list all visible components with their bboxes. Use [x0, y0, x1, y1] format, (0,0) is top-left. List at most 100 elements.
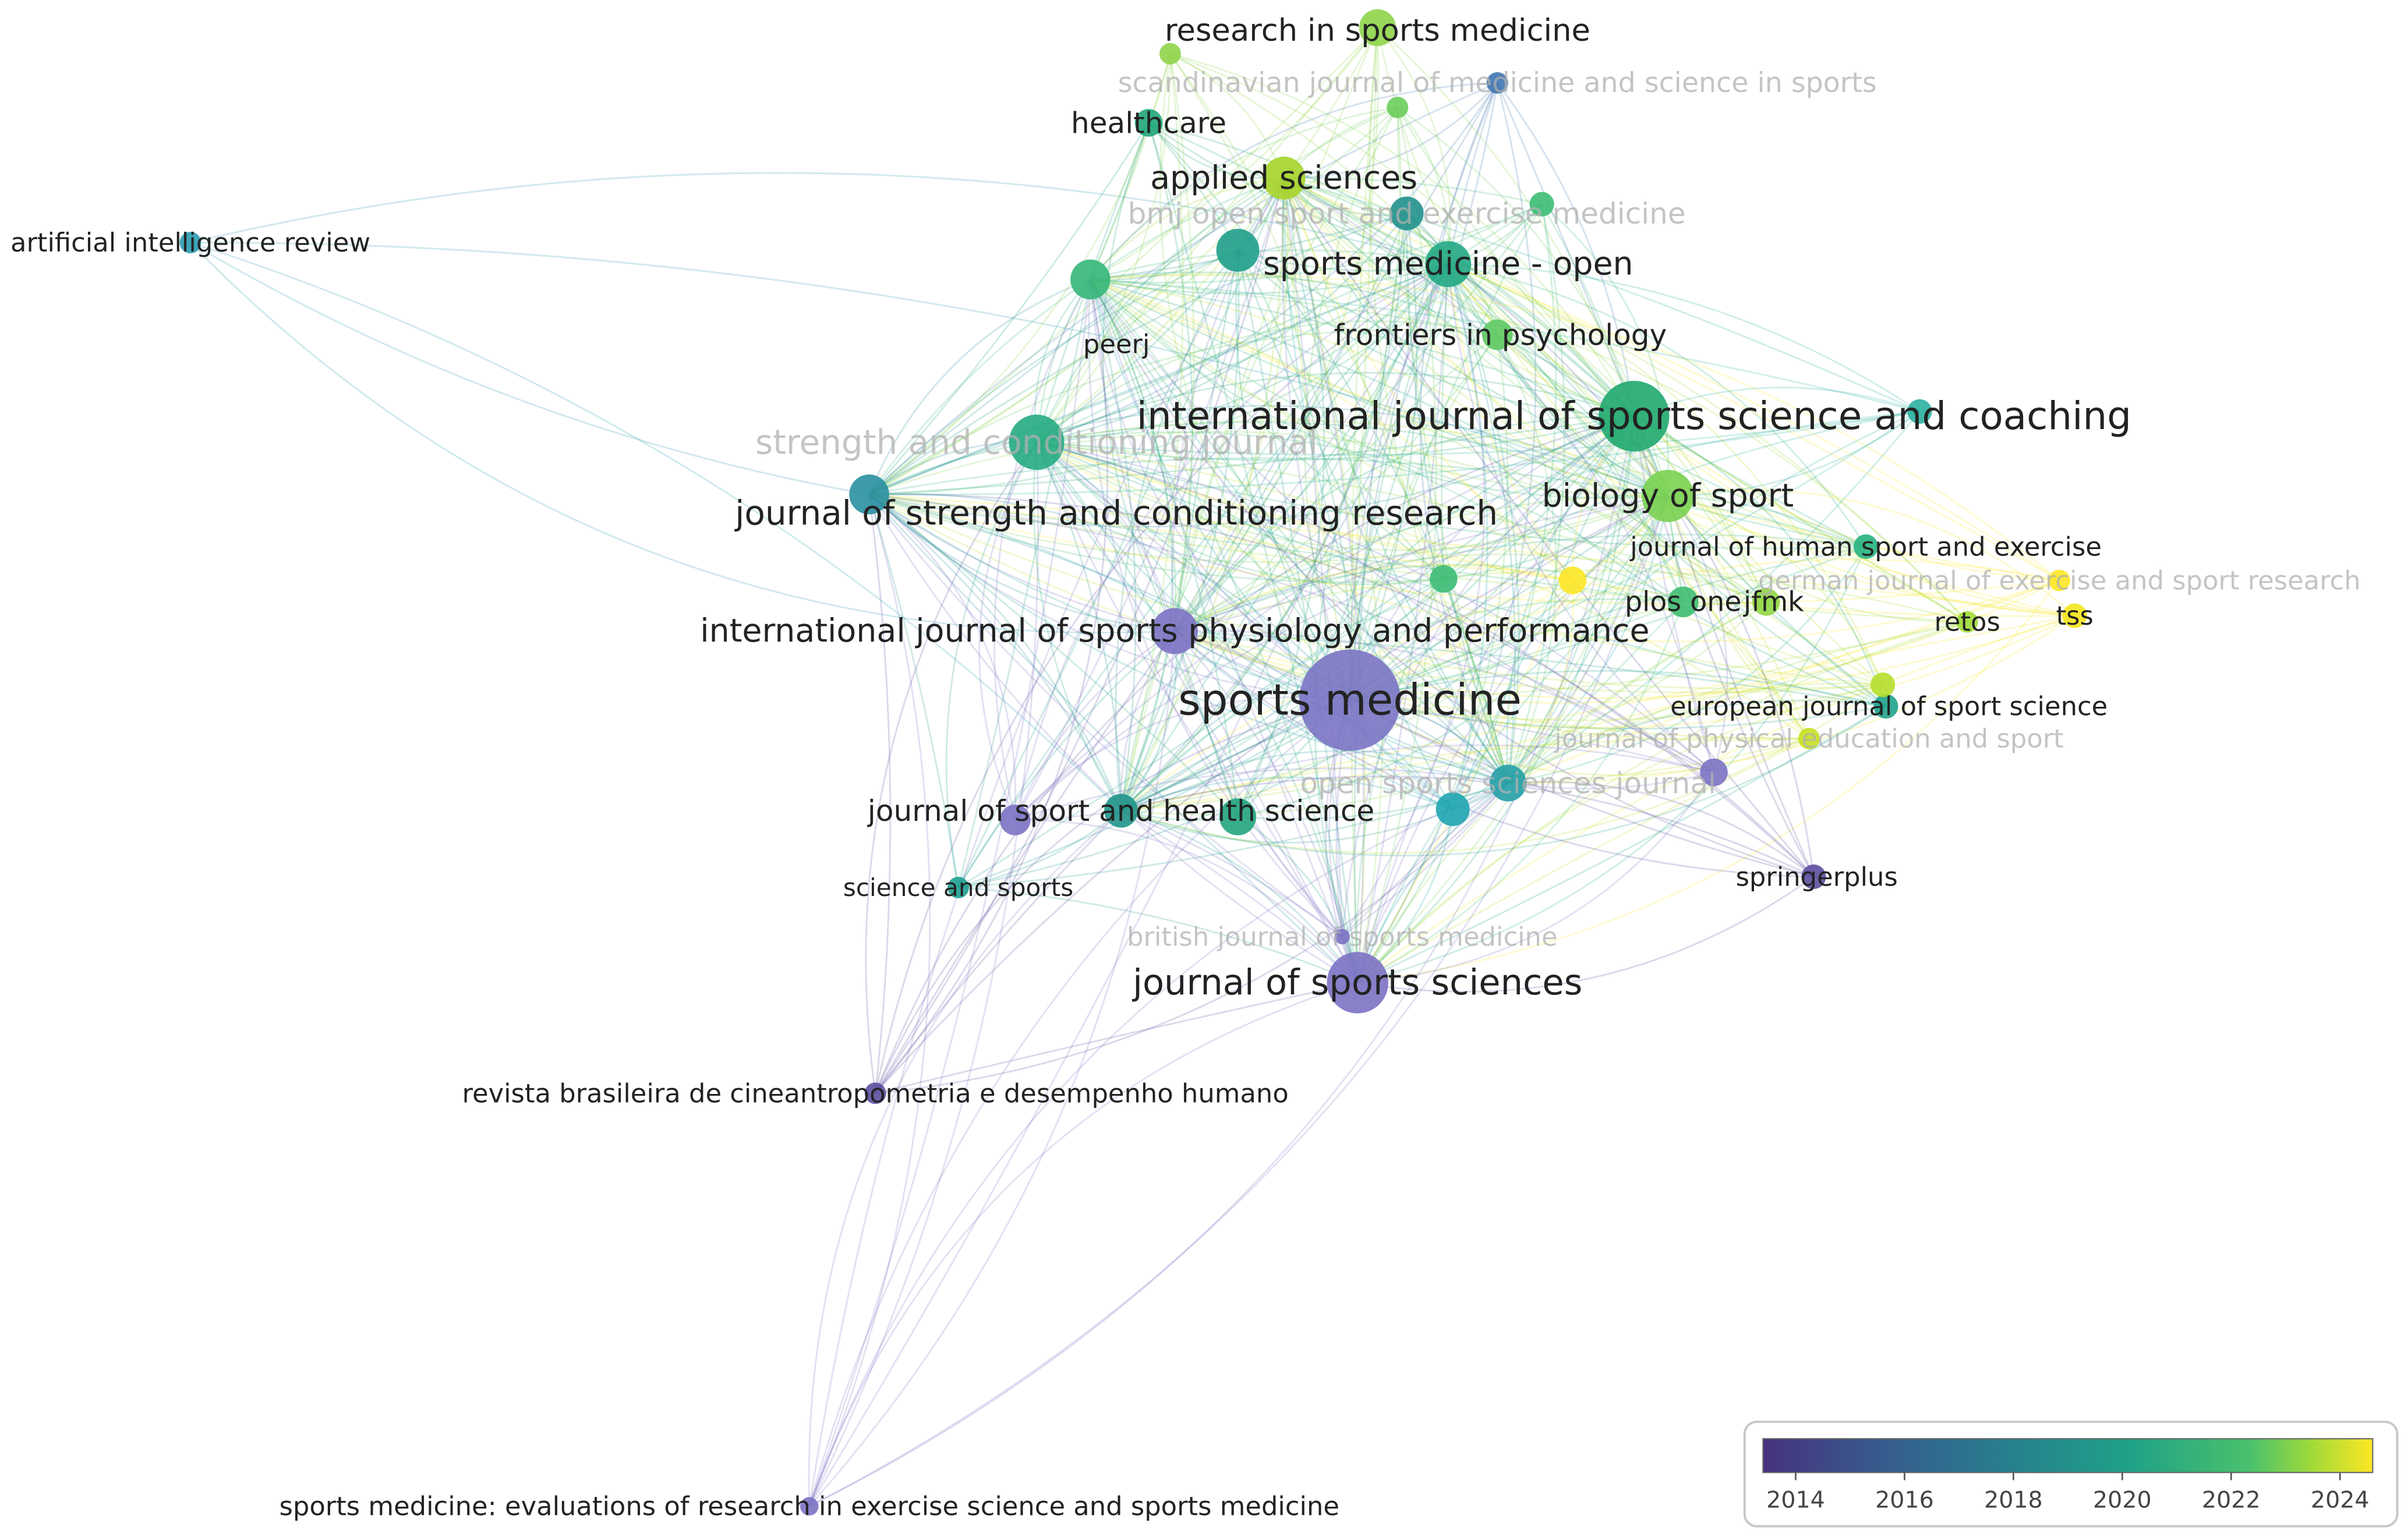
edge [1035, 441, 1343, 937]
edge [1120, 736, 1809, 812]
edge [958, 699, 1350, 888]
edge [1633, 415, 1866, 548]
edge [1169, 53, 1509, 784]
edge [1090, 263, 1449, 295]
edge [190, 242, 869, 495]
edge [865, 441, 1038, 1094]
edge [1341, 264, 1486, 937]
edge [1341, 495, 1669, 937]
edge [1036, 320, 1498, 443]
edge [1090, 203, 1543, 284]
edge [1356, 601, 1767, 983]
edge [958, 782, 1509, 888]
edge [1035, 107, 1398, 443]
edge [1090, 279, 1173, 812]
edge [1090, 278, 1684, 603]
edge [1356, 578, 1445, 983]
edge [978, 441, 1038, 820]
edge [1174, 82, 1498, 632]
edge [875, 810, 1122, 1094]
node [1070, 259, 1111, 300]
edge [1174, 615, 2075, 699]
node-label: tss [2056, 600, 2094, 631]
edge [868, 494, 1239, 818]
edges [189, 27, 2075, 1507]
edge [868, 494, 1175, 632]
node-label: journal of sports sciences [1131, 962, 1582, 1003]
edge [1356, 83, 1537, 983]
edge [1089, 279, 1176, 632]
edge [1120, 615, 2075, 812]
edge [1349, 410, 1921, 701]
node-label: sports medicine - open [1263, 246, 1633, 283]
edge [874, 178, 1285, 1094]
edge [1090, 278, 1767, 603]
edge [1036, 441, 1350, 701]
edge [808, 279, 1091, 1507]
edge [1283, 178, 1454, 810]
edge [1120, 631, 1178, 812]
edge [1314, 263, 1449, 983]
legend-tick-label: 2020 [2093, 1487, 2152, 1514]
edge [1357, 738, 1810, 984]
node [1104, 794, 1138, 828]
edge [1036, 441, 1714, 773]
edge [1507, 416, 1635, 784]
edge [1357, 683, 1883, 983]
edge [1447, 264, 1520, 784]
edge [1349, 495, 1668, 701]
edge [1447, 264, 1573, 581]
edge [1237, 782, 1509, 820]
node [1151, 608, 1198, 654]
edge [1036, 441, 1351, 701]
edge [1350, 27, 1378, 983]
node [1700, 758, 1728, 787]
edge [1667, 495, 1728, 773]
edge [1357, 580, 2060, 984]
edge [1667, 489, 2075, 617]
edge [1174, 553, 1767, 632]
edge [1667, 495, 1810, 739]
edge [1090, 279, 1239, 817]
edge [1406, 213, 1509, 784]
edge [1283, 177, 1449, 265]
edge [868, 107, 1398, 495]
node-label: retos [1934, 607, 2000, 638]
node [1642, 470, 1694, 522]
node [1481, 319, 1513, 350]
edge [1090, 279, 1359, 983]
edge [1174, 564, 1684, 632]
node [1327, 952, 1388, 1014]
edge [1633, 416, 1810, 739]
edge [1448, 263, 1968, 623]
edge [868, 27, 1378, 495]
node [1134, 109, 1163, 137]
node-label: research in sports medicine [1165, 13, 1590, 48]
edge [868, 278, 1091, 495]
edge [1090, 278, 1635, 417]
edge [1283, 177, 1668, 497]
edge [1120, 744, 1714, 812]
nodes [179, 9, 2087, 1516]
edge [1036, 410, 1920, 456]
edge [1120, 334, 1498, 812]
edge [1237, 250, 1359, 983]
node [800, 1497, 819, 1516]
edge [808, 442, 1039, 1507]
edge [868, 177, 1285, 495]
edge [1447, 263, 1669, 497]
node [1219, 798, 1257, 835]
edge [1014, 263, 1449, 820]
edge [1120, 810, 1359, 983]
edge [868, 494, 1017, 820]
edge [1237, 250, 1509, 784]
edge [1148, 122, 1509, 784]
edge [1283, 178, 1815, 877]
edge [1283, 177, 1635, 417]
edge [808, 782, 1509, 1507]
edge [1036, 441, 1454, 810]
edge [1283, 178, 1364, 983]
edge [1283, 177, 1542, 206]
edge [1237, 249, 1449, 272]
